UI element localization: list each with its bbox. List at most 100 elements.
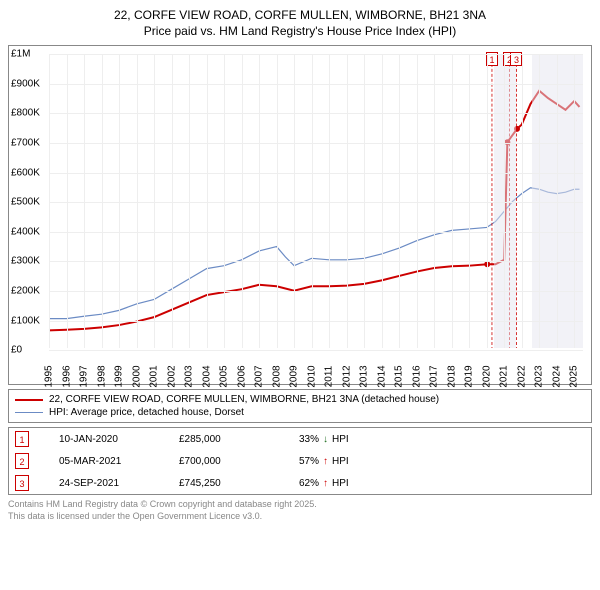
data-row-pct: 62% ↑ HPI [299,478,349,489]
x-axis-label: 2009 [289,366,300,388]
x-axis-label: 2020 [481,366,492,388]
gridline-h [49,232,583,233]
gridline-v [277,54,278,348]
y-axis-label: £700K [11,137,40,148]
legend-swatch [15,412,43,413]
footnote-line-2: This data is licensed under the Open Gov… [8,511,262,521]
x-axis-label: 2025 [569,366,580,388]
y-axis-label: £100K [11,315,40,326]
legend-row: 22, CORFE VIEW ROAD, CORFE MULLEN, WIMBO… [15,393,585,406]
plot-area: 123 [49,54,583,348]
pct-arrow-icon: ↑ [323,478,328,489]
gridline-v [49,54,50,348]
gridline-v [522,54,523,348]
pct-note: HPI [332,478,349,489]
x-axis-label: 2023 [534,366,545,388]
y-axis-label: £500K [11,197,40,208]
pct-value: 62% [299,478,319,489]
pct-arrow-icon: ↑ [323,456,328,467]
gridline-v [154,54,155,348]
data-row-date: 24-SEP-2021 [59,478,149,489]
y-axis-label: £900K [11,78,40,89]
datapoints-table: 110-JAN-2020£285,00033%↓HPI205-MAR-2021£… [8,427,592,495]
gridline-h [49,173,583,174]
x-axis-label: 2010 [306,366,317,388]
x-axis-label: 2017 [429,366,440,388]
gridline-v [434,54,435,348]
gridline-v [539,54,540,348]
gridline-h [49,321,583,322]
x-axis-label: 2004 [201,366,212,388]
data-row: 3 24-SEP-2021 £745,250 62% ↑ HPI [9,472,591,494]
gridline-v [102,54,103,348]
x-axis-label: 2006 [236,366,247,388]
data-row-index-box: 3 [15,475,29,491]
gridline-v [469,54,470,348]
gridline-v [399,54,400,348]
data-row-date: 05-MAR-2021 [59,456,149,467]
y-axis-label: £1M [11,49,30,60]
pct-arrow-icon: ↓ [323,434,328,445]
gridline-v [364,54,365,348]
y-axis-label: £400K [11,226,40,237]
data-row-pct: 57%↑HPI [299,456,349,467]
x-axis-label: 2001 [149,366,160,388]
gridline-v [137,54,138,348]
gridline-h [49,202,583,203]
x-axis-label: 1995 [44,366,55,388]
title-line-2: Price paid vs. HM Land Registry's House … [144,24,456,38]
data-row-price: £285,000 [179,434,269,445]
y-axis-label: £200K [11,285,40,296]
x-axis-label: 2022 [516,366,527,388]
gridline-v [207,54,208,348]
chart-title: 22, CORFE VIEW ROAD, CORFE MULLEN, WIMBO… [6,8,594,39]
gridline-h [49,54,583,55]
data-row: 110-JAN-2020£285,00033%↓HPI [9,428,591,450]
data-row-pct: 33%↓HPI [299,434,349,445]
gridline-v [84,54,85,348]
gridline-v [242,54,243,348]
x-axis-label: 2013 [359,366,370,388]
legend-row: HPI: Average price, detached house, Dors… [15,406,585,419]
gridline-v [259,54,260,348]
data-row-price: £700,000 [179,456,269,467]
x-axis-label: 2007 [254,366,265,388]
x-axis-label: 2012 [341,366,352,388]
gridline-h [49,84,583,85]
x-axis-label: 1996 [61,366,72,388]
x-axis-label: 2002 [166,366,177,388]
x-axis-label: 2015 [394,366,405,388]
x-axis-label: 2016 [411,366,422,388]
data-row-index-box: 1 [15,431,29,447]
gridline-h [49,261,583,262]
footnote-line-1: Contains HM Land Registry data © Crown c… [8,499,317,509]
data-row: 2 05-MAR-2021 £700,000 57%↑HPI [9,450,591,472]
gridline-h [49,143,583,144]
x-axis-label: 2003 [184,366,195,388]
chart-container: 22, CORFE VIEW ROAD, CORFE MULLEN, WIMBO… [0,0,600,527]
x-axis-label: 1998 [96,366,107,388]
data-row-price: £745,250 [179,478,269,489]
gridline-v [487,54,488,348]
y-axis-label: £0 [11,345,22,356]
x-axis-label: 2005 [219,366,230,388]
legend-label: 22, CORFE VIEW ROAD, CORFE MULLEN, WIMBO… [49,394,439,405]
x-axis-label: 2024 [551,366,562,388]
chart-plot-box: 123 £0 £100K £200K £300K £400K £500K £600K £700… [8,45,592,385]
gridline-v [294,54,295,348]
y-axis-label: £300K [11,256,40,267]
x-axis-label: 2011 [324,366,335,388]
x-axis-label: 1997 [79,366,90,388]
gridline-v [417,54,418,348]
gridline-v [312,54,313,348]
data-row-index-box: 2 [15,453,29,469]
gridline-v [557,54,558,348]
gridline-v [382,54,383,348]
x-axis-label: 2014 [376,366,387,388]
gridline-v [504,54,505,348]
y-axis-label: £600K [11,167,40,178]
x-axis-label: 2008 [271,366,282,388]
gridline-h [49,113,583,114]
gridline-v [189,54,190,348]
pct-note: HPI [332,434,349,445]
